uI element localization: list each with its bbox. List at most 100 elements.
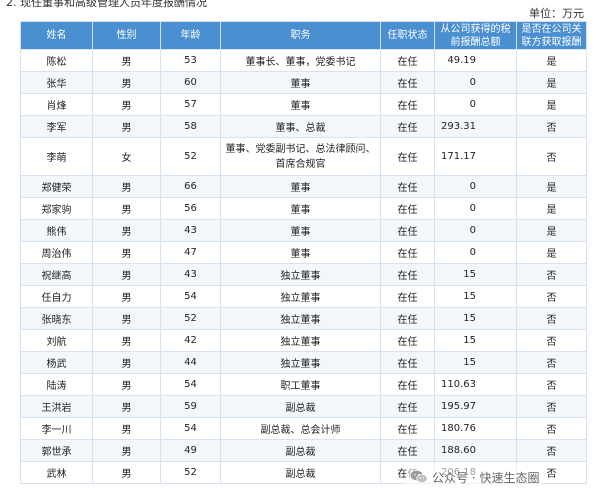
name-cell: 郑家驹	[20, 197, 93, 220]
status-cell: 在任	[380, 219, 435, 242]
status-cell: 在任	[380, 49, 435, 72]
name-cell: 李一川	[20, 417, 93, 440]
table-row: 郭世承男 49 副总裁 在任 188.60 否	[20, 439, 587, 462]
age-cell: 54	[160, 373, 221, 396]
status-cell: 在任	[380, 439, 435, 462]
gender-cell: 男	[92, 461, 161, 484]
compensation-cell: 15	[434, 285, 517, 308]
compensation-cell: 171.17	[434, 137, 517, 176]
gender-cell: 男	[92, 241, 161, 264]
related-party-cell: 是	[516, 219, 587, 242]
related-party-cell: 否	[516, 307, 587, 330]
related-party-cell: 否	[516, 137, 587, 176]
related-party-cell: 否	[516, 395, 587, 418]
compensation-cell: 110.63	[434, 373, 517, 396]
header-related-party: 是否在公司关联方获取报酬	[516, 21, 587, 50]
compensation-cell: 49.19	[434, 49, 517, 72]
position-cell: 独立董事	[220, 307, 381, 330]
age-cell: 52	[160, 461, 221, 484]
table-row: 熊伟男 43 董事 在任 0 是	[20, 219, 587, 242]
position-cell: 董事	[220, 197, 381, 220]
age-cell: 47	[160, 241, 221, 264]
age-cell: 54	[160, 285, 221, 308]
position-cell: 副总裁	[220, 439, 381, 462]
gender-cell: 男	[92, 197, 161, 220]
compensation-cell: 15	[434, 307, 517, 330]
compensation-cell: 0	[434, 93, 517, 116]
gender-cell: 男	[92, 71, 161, 94]
header-age: 年龄	[160, 21, 221, 50]
position-cell: 独立董事	[220, 329, 381, 352]
table-row: 周治伟男 47 董事 在任 0 是	[20, 241, 587, 264]
status-cell: 在任	[380, 115, 435, 138]
name-cell: 肖烽	[20, 93, 93, 116]
compensation-cell: 180.76	[434, 417, 517, 440]
name-cell: 郑健荣	[20, 175, 93, 198]
name-cell: 武林	[20, 461, 93, 484]
status-cell: 在任	[380, 263, 435, 286]
gender-cell: 男	[92, 285, 161, 308]
status-cell: 在任	[380, 351, 435, 374]
compensation-cell: 15	[434, 329, 517, 352]
related-party-cell: 否	[516, 351, 587, 374]
status-cell: 在任	[380, 175, 435, 198]
name-cell: 李萌	[20, 137, 93, 176]
compensation-cell: 15	[434, 351, 517, 374]
gender-cell: 男	[92, 175, 161, 198]
name-cell: 任自力	[20, 285, 93, 308]
table-row: 杨武男 44 独立董事 在任 15 否	[20, 351, 587, 374]
age-cell: 57	[160, 93, 221, 116]
related-party-cell: 是	[516, 93, 587, 116]
name-cell: 陆涛	[20, 373, 93, 396]
status-cell: 在任	[380, 285, 435, 308]
compensation-cell: 0	[434, 71, 517, 94]
name-cell: 郭世承	[20, 439, 93, 462]
gender-cell: 男	[92, 93, 161, 116]
gender-cell: 男	[92, 219, 161, 242]
compensation-cell: 15	[434, 263, 517, 286]
position-cell: 董事	[220, 93, 381, 116]
status-cell: 在任	[380, 93, 435, 116]
name-cell: 张晓东	[20, 307, 93, 330]
compensation-cell: 195.97	[434, 395, 517, 418]
name-cell: 熊伟	[20, 219, 93, 242]
position-cell: 副总裁	[220, 395, 381, 418]
name-cell: 陈松	[20, 49, 93, 72]
age-cell: 52	[160, 307, 221, 330]
table-caption: 2. 现任董事和高级管理人员年度报酬情况	[6, 0, 207, 9]
name-cell: 李军	[20, 115, 93, 138]
age-cell: 53	[160, 49, 221, 72]
table-row: 李军男 58 董事、总裁 在任 293.31 否	[20, 115, 587, 138]
name-cell: 张华	[20, 71, 93, 94]
header-position: 职务	[220, 21, 381, 50]
table-row: 郑健荣男 66 董事 在任 0 是	[20, 175, 587, 198]
position-cell: 董事、党委副书记、总法律顾问、首席合规官	[220, 137, 381, 176]
position-cell: 董事	[220, 219, 381, 242]
position-cell: 独立董事	[220, 285, 381, 308]
table-body: 陈松男 53 董事长、董事，党委书记 在任 49.19 是张华男 60 董事 在任 0 是肖烽男 57…	[20, 49, 587, 484]
related-party-cell: 否	[516, 329, 587, 352]
related-party-cell: 是	[516, 241, 587, 264]
table-row: 张华男 60 董事 在任 0 是	[20, 71, 587, 94]
table-row: 李一川男 54 副总裁、总会计师 在任 180.76 否	[20, 417, 587, 440]
position-cell: 董事	[220, 71, 381, 94]
gender-cell: 男	[92, 49, 161, 72]
position-cell: 独立董事	[220, 351, 381, 374]
table-row: 祝继高男 43 独立董事 在任 15 否	[20, 263, 587, 286]
compensation-cell: 0	[434, 197, 517, 220]
watermark-text: 公众号 · 快速生态圈	[432, 470, 540, 485]
name-cell: 祝继高	[20, 263, 93, 286]
wechat-icon	[410, 470, 428, 483]
compensation-cell: 0	[434, 219, 517, 242]
compensation-cell: 0	[434, 241, 517, 264]
compensation-cell: 0	[434, 175, 517, 198]
compensation-cell: 188.60	[434, 439, 517, 462]
position-cell: 副总裁	[220, 461, 381, 484]
age-cell: 44	[160, 351, 221, 374]
related-party-cell: 否	[516, 373, 587, 396]
age-cell: 60	[160, 71, 221, 94]
related-party-cell: 是	[516, 197, 587, 220]
watermark: 公众号 · 快速生态圈	[406, 466, 544, 488]
related-party-cell: 否	[516, 263, 587, 286]
position-cell: 副总裁、总会计师	[220, 417, 381, 440]
